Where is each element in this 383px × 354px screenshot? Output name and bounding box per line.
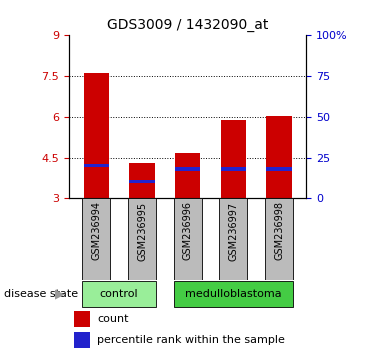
Text: count: count — [97, 314, 129, 324]
Text: medulloblastoma: medulloblastoma — [185, 289, 282, 299]
Bar — [219, 198, 247, 280]
Bar — [267, 167, 291, 171]
Text: GSM236998: GSM236998 — [274, 201, 284, 261]
Bar — [82, 198, 110, 280]
Bar — [74, 311, 90, 327]
Text: disease state: disease state — [4, 289, 78, 299]
Text: GSM236997: GSM236997 — [228, 201, 238, 261]
Bar — [174, 281, 293, 307]
Bar — [74, 332, 90, 348]
Text: percentile rank within the sample: percentile rank within the sample — [97, 335, 285, 345]
Bar — [128, 198, 156, 280]
Bar — [267, 116, 291, 198]
Bar — [129, 179, 155, 183]
Bar — [265, 198, 293, 280]
Bar — [84, 73, 109, 198]
Text: GSM236995: GSM236995 — [137, 201, 147, 261]
Text: control: control — [100, 289, 139, 299]
Bar — [174, 198, 201, 280]
Title: GDS3009 / 1432090_at: GDS3009 / 1432090_at — [107, 18, 268, 32]
Bar — [175, 167, 200, 171]
Bar — [129, 163, 155, 198]
Bar — [84, 164, 109, 167]
Bar — [175, 154, 200, 198]
Text: GSM236994: GSM236994 — [91, 201, 101, 261]
Bar — [221, 120, 246, 198]
Bar — [221, 167, 246, 171]
Text: ▶: ▶ — [54, 287, 64, 300]
Text: GSM236996: GSM236996 — [183, 201, 193, 261]
Bar — [82, 281, 156, 307]
